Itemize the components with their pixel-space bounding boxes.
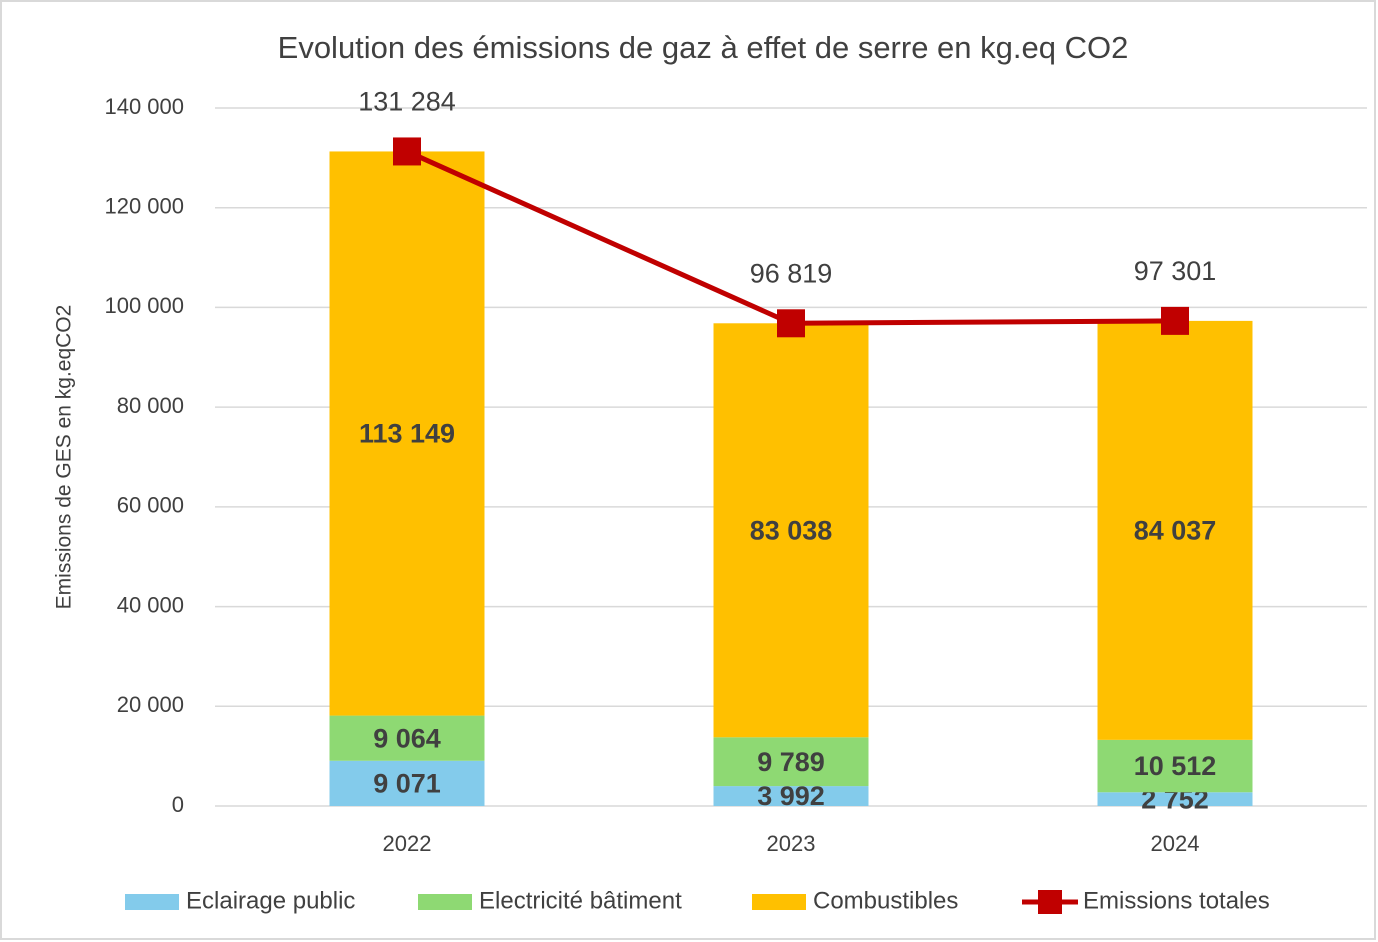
data-label: 84 037 bbox=[1134, 516, 1217, 546]
data-label: 96 819 bbox=[750, 258, 833, 288]
data-label: 131 284 bbox=[358, 87, 456, 117]
legend-swatch bbox=[125, 894, 179, 910]
line-marker bbox=[393, 137, 421, 166]
bar-segment bbox=[329, 151, 485, 716]
legend-swatch bbox=[752, 894, 806, 910]
y-tick-label: 20 000 bbox=[117, 692, 184, 717]
x-tick-label: 2022 bbox=[383, 831, 432, 856]
bar-segment bbox=[713, 786, 869, 806]
data-label: 9 789 bbox=[757, 747, 825, 777]
legend-marker bbox=[1038, 890, 1062, 914]
data-label: 9 064 bbox=[373, 723, 441, 753]
data-label: 3 992 bbox=[757, 781, 825, 811]
chart-title: Evolution des émissions de gaz à effet d… bbox=[278, 30, 1129, 65]
bar-segment bbox=[713, 323, 869, 738]
x-tick-label: 2024 bbox=[1151, 831, 1200, 856]
legend-label: Combustibles bbox=[813, 887, 958, 914]
y-tick-label: 80 000 bbox=[117, 393, 184, 418]
bar-segment bbox=[713, 737, 869, 787]
y-tick-label: 40 000 bbox=[117, 592, 184, 617]
data-label: 113 149 bbox=[359, 419, 455, 449]
y-tick-label: 0 bbox=[172, 792, 184, 817]
data-label: 83 038 bbox=[750, 515, 833, 545]
bar-segment bbox=[1097, 320, 1253, 740]
data-label: 10 512 bbox=[1134, 751, 1217, 781]
line-marker bbox=[1161, 306, 1189, 335]
x-tick-label: 2023 bbox=[767, 831, 816, 856]
legend-label: Electricité bâtiment bbox=[479, 887, 682, 914]
y-tick-label: 100 000 bbox=[104, 293, 184, 318]
y-tick-label: 120 000 bbox=[104, 194, 184, 219]
legend-label: Emissions totales bbox=[1083, 887, 1270, 914]
bar-segment bbox=[1097, 739, 1253, 793]
y-tick-label: 60 000 bbox=[117, 493, 184, 518]
line-marker bbox=[777, 309, 805, 338]
data-label: 97 301 bbox=[1134, 256, 1217, 286]
bar-segment bbox=[329, 760, 485, 806]
y-axis-label: Emissions de GES en kg.eqCO2 bbox=[53, 305, 76, 610]
legend-label: Eclairage public bbox=[186, 887, 355, 914]
bar-segment bbox=[329, 715, 485, 761]
legend-swatch bbox=[418, 894, 472, 910]
data-label: 9 071 bbox=[373, 769, 441, 799]
y-tick-label: 140 000 bbox=[104, 94, 184, 119]
bar-segment bbox=[1097, 792, 1253, 806]
